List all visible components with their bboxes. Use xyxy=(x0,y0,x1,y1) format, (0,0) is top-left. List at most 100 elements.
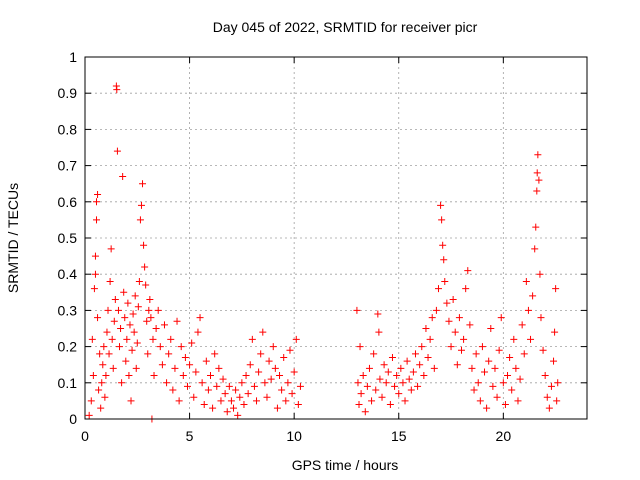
data-point xyxy=(284,379,292,387)
data-point xyxy=(110,317,118,325)
data-point xyxy=(409,368,417,376)
data-point xyxy=(384,368,392,376)
data-point xyxy=(466,321,474,329)
data-point xyxy=(90,285,98,293)
data-point xyxy=(140,241,148,249)
data-point xyxy=(126,321,134,329)
data-point xyxy=(207,372,214,380)
data-point xyxy=(368,397,376,405)
data-point xyxy=(359,372,367,380)
data-point xyxy=(250,382,258,390)
data-point xyxy=(437,201,445,209)
data-point xyxy=(355,401,363,409)
data-point xyxy=(125,372,133,380)
data-point xyxy=(227,397,235,405)
data-point xyxy=(547,382,555,390)
data-point xyxy=(516,375,524,383)
data-point xyxy=(89,372,97,380)
data-point xyxy=(177,343,185,351)
data-point xyxy=(449,296,457,304)
data-point xyxy=(113,86,121,94)
data-point xyxy=(453,361,461,369)
data-point xyxy=(357,390,365,398)
data-point xyxy=(487,325,495,332)
data-point xyxy=(236,393,244,401)
data-point xyxy=(261,379,269,387)
data-point xyxy=(399,379,407,387)
axis-ticks: 00.10.20.30.40.50.60.70.80.910 5 10 15 20 xyxy=(58,49,587,444)
data-point xyxy=(120,288,128,296)
data-point xyxy=(354,379,362,387)
data-point xyxy=(524,306,532,314)
data-point xyxy=(144,350,152,358)
data-point xyxy=(97,404,105,412)
data-point xyxy=(100,343,108,351)
data-point xyxy=(269,343,277,351)
data-point xyxy=(552,285,560,293)
data-point xyxy=(131,292,139,300)
data-point xyxy=(114,306,122,314)
data-point xyxy=(361,408,369,416)
data-point xyxy=(91,252,99,260)
y-tick-label: 0.9 xyxy=(58,85,78,101)
data-point xyxy=(108,335,116,343)
data-point xyxy=(401,397,409,405)
data-point xyxy=(428,314,436,322)
data-point xyxy=(286,346,294,354)
data-point xyxy=(230,404,238,412)
data-point xyxy=(554,379,562,387)
data-point xyxy=(186,361,194,369)
data-point xyxy=(407,386,415,394)
data-point xyxy=(165,350,173,358)
data-point xyxy=(106,277,114,285)
data-point xyxy=(411,350,419,358)
y-tick-label: 0.3 xyxy=(58,302,78,318)
data-point xyxy=(183,382,191,390)
data-point xyxy=(489,382,497,390)
data-point xyxy=(518,321,526,329)
data-point xyxy=(441,277,449,285)
data-point xyxy=(397,364,405,372)
data-point xyxy=(292,335,300,343)
data-point xyxy=(211,350,219,358)
y-tick-label: 0 xyxy=(69,411,77,427)
data-point xyxy=(160,321,168,329)
data-point xyxy=(532,223,540,231)
data-point xyxy=(225,382,233,390)
data-point xyxy=(163,379,171,387)
data-point xyxy=(128,346,136,354)
data-point xyxy=(136,216,144,224)
data-point xyxy=(147,314,155,322)
data-point xyxy=(422,325,430,332)
grid-lines xyxy=(85,57,587,419)
data-point xyxy=(537,314,545,322)
data-point xyxy=(443,299,451,307)
data-point xyxy=(190,393,198,401)
data-point xyxy=(440,256,448,264)
data-point xyxy=(215,364,223,372)
data-point xyxy=(493,393,501,401)
data-point xyxy=(246,361,254,369)
data-point xyxy=(376,375,384,383)
data-point xyxy=(541,372,549,380)
data-point xyxy=(464,267,472,275)
data-point xyxy=(439,241,447,249)
data-point xyxy=(393,372,401,380)
x-tick-label: 15 xyxy=(391,428,407,444)
data-point xyxy=(152,325,160,332)
data-point xyxy=(143,317,151,325)
data-point xyxy=(188,339,196,347)
data-point xyxy=(296,382,304,390)
y-tick-label: 0.8 xyxy=(58,121,78,137)
y-axis-label: SRMTID / TECUs xyxy=(5,183,21,293)
data-point xyxy=(380,361,388,369)
data-point xyxy=(378,393,386,401)
data-point xyxy=(370,350,378,358)
data-point xyxy=(94,191,102,199)
data-point xyxy=(139,180,147,188)
data-point xyxy=(288,390,296,398)
data-point xyxy=(202,357,210,365)
data-point xyxy=(265,357,273,365)
data-point xyxy=(240,401,248,409)
y-tick-label: 0.1 xyxy=(58,375,78,391)
